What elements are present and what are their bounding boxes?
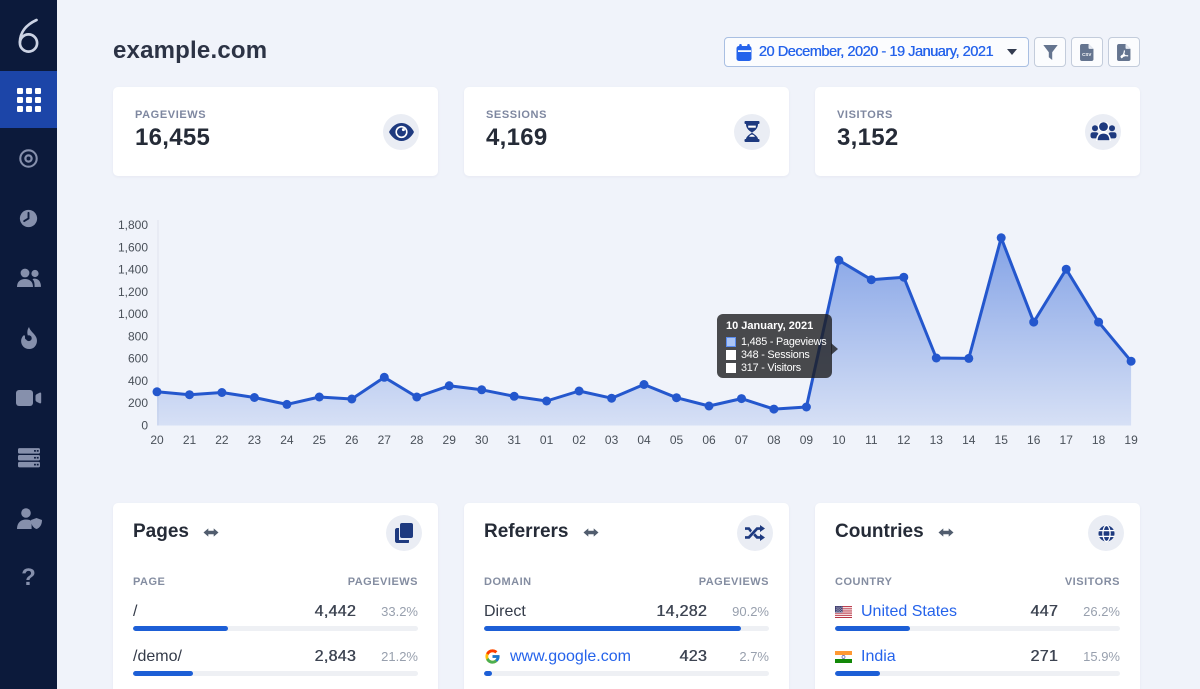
svg-text:01: 01 <box>540 433 554 447</box>
svg-text:27: 27 <box>378 433 392 447</box>
svg-text:26: 26 <box>345 433 359 447</box>
svg-text:13: 13 <box>930 433 944 447</box>
svg-text:20: 20 <box>150 433 164 447</box>
svg-text:29: 29 <box>443 433 457 447</box>
svg-text:04: 04 <box>637 433 651 447</box>
svg-text:24: 24 <box>280 433 294 447</box>
svg-text:10: 10 <box>832 433 846 447</box>
svg-text:09: 09 <box>800 433 814 447</box>
svg-text:28: 28 <box>410 433 424 447</box>
svg-text:0: 0 <box>141 419 148 433</box>
svg-text:03: 03 <box>605 433 619 447</box>
svg-text:1,800: 1,800 <box>118 218 148 232</box>
svg-text:11: 11 <box>865 433 878 447</box>
svg-text:600: 600 <box>128 352 148 366</box>
svg-text:1,000: 1,000 <box>118 307 148 321</box>
svg-text:1,600: 1,600 <box>118 241 148 255</box>
svg-text:08: 08 <box>767 433 781 447</box>
svg-text:14: 14 <box>962 433 976 447</box>
svg-text:16: 16 <box>1027 433 1041 447</box>
svg-text:30: 30 <box>475 433 489 447</box>
svg-text:31: 31 <box>508 433 522 447</box>
svg-text:21: 21 <box>183 433 197 447</box>
svg-text:200: 200 <box>128 396 148 410</box>
svg-text:18: 18 <box>1092 433 1106 447</box>
svg-text:22: 22 <box>215 433 229 447</box>
svg-text:06: 06 <box>702 433 716 447</box>
svg-text:25: 25 <box>313 433 327 447</box>
svg-text:07: 07 <box>735 433 749 447</box>
svg-text:05: 05 <box>670 433 684 447</box>
svg-text:CSV: CSV <box>1082 52 1091 57</box>
svg-text:17: 17 <box>1060 433 1074 447</box>
svg-text:800: 800 <box>128 330 148 344</box>
svg-text:02: 02 <box>572 433 586 447</box>
svg-text:12: 12 <box>897 433 911 447</box>
svg-text:23: 23 <box>248 433 262 447</box>
svg-text:15: 15 <box>995 433 1009 447</box>
svg-text:1,400: 1,400 <box>118 263 148 277</box>
svg-text:19: 19 <box>1124 433 1138 447</box>
svg-text:400: 400 <box>128 374 148 388</box>
svg-text:1,200: 1,200 <box>118 285 148 299</box>
